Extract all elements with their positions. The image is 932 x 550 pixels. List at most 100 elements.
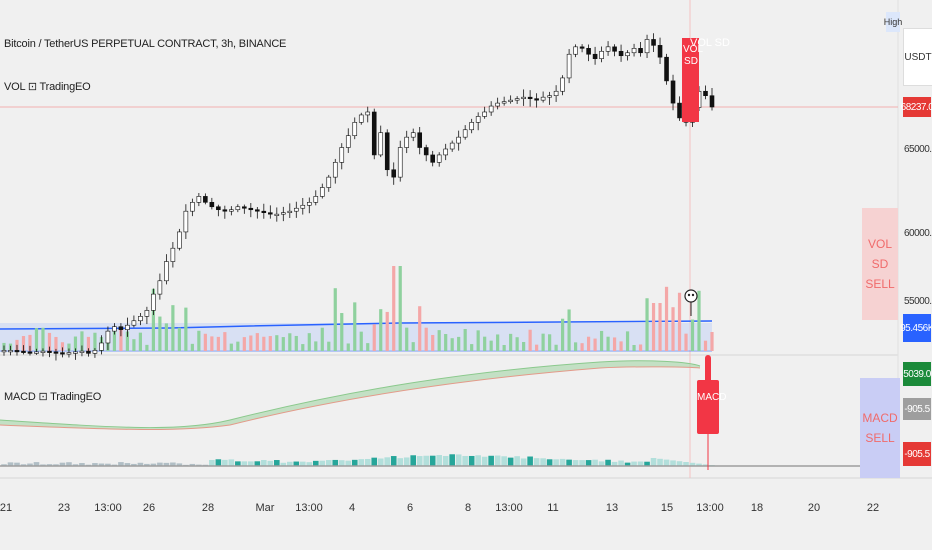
candle-body[interactable] (209, 202, 215, 208)
candle-body[interactable] (540, 96, 546, 101)
candle-body[interactable] (579, 46, 585, 49)
candle-body[interactable] (27, 351, 33, 354)
candle-body[interactable] (144, 310, 150, 317)
currency-label[interactable]: USDT (903, 28, 932, 86)
candle-body[interactable] (475, 116, 481, 123)
candle-body[interactable] (436, 154, 442, 163)
candle-body[interactable] (99, 342, 104, 351)
candle-body[interactable] (605, 46, 611, 52)
candle-body[interactable] (547, 95, 552, 98)
candle-body[interactable] (34, 351, 39, 354)
candle-body[interactable] (73, 351, 78, 354)
candle-body[interactable] (534, 98, 539, 101)
candle-body[interactable] (332, 162, 338, 178)
candle-body[interactable] (170, 247, 176, 262)
candle-body[interactable] (612, 46, 617, 52)
candle-body[interactable] (430, 154, 435, 163)
candle-body[interactable] (482, 111, 487, 117)
candle-body[interactable] (326, 176, 332, 188)
candle-body[interactable] (157, 280, 163, 295)
candle-body[interactable] (222, 209, 228, 212)
candle-body[interactable] (560, 77, 565, 92)
candle-body[interactable] (365, 111, 371, 116)
candle-body[interactable] (300, 204, 306, 209)
candle-body[interactable] (618, 50, 624, 57)
candle-body[interactable] (60, 352, 65, 355)
candle-body[interactable] (371, 111, 377, 156)
candle-body[interactable] (397, 147, 403, 178)
candle-body[interactable] (1, 350, 7, 353)
vol-sd-signal-marker[interactable] (682, 38, 699, 122)
candle-body[interactable] (47, 350, 52, 353)
candle-body[interactable] (306, 202, 312, 206)
candle-body[interactable] (235, 206, 241, 211)
candle-body[interactable] (339, 147, 345, 163)
vol-indicator-label[interactable]: VOL ⊡ TradingEO (4, 81, 91, 93)
candle-body[interactable] (384, 132, 390, 171)
candle-body[interactable] (592, 53, 598, 59)
price-candles[interactable] (1, 33, 715, 361)
macd-sell-marker[interactable] (697, 380, 719, 434)
candle-body[interactable] (599, 50, 604, 59)
candle-body[interactable] (40, 350, 46, 353)
candle-body[interactable] (183, 210, 189, 233)
candle-body[interactable] (229, 209, 234, 212)
candle-body[interactable] (216, 206, 221, 211)
candle-body[interactable] (586, 48, 591, 55)
candle-body[interactable] (190, 202, 195, 212)
candle-body[interactable] (21, 350, 26, 353)
candle-body[interactable] (657, 45, 663, 58)
candle-body[interactable] (164, 261, 169, 282)
candle-body[interactable] (638, 48, 643, 54)
candle-body[interactable] (423, 147, 429, 156)
candle-body[interactable] (274, 213, 280, 216)
candle-body[interactable] (501, 101, 507, 104)
candle-body[interactable] (488, 105, 494, 113)
candle-body[interactable] (268, 212, 273, 215)
candle-body[interactable] (703, 90, 708, 97)
candle-body[interactable] (391, 169, 397, 178)
candle-body[interactable] (125, 324, 130, 330)
candle-body[interactable] (293, 207, 299, 212)
candle-body[interactable] (456, 136, 461, 144)
candle-body[interactable] (313, 196, 319, 203)
candle-body[interactable] (352, 122, 358, 136)
candle-body[interactable] (14, 350, 20, 353)
candle-body[interactable] (651, 39, 656, 46)
candle-body[interactable] (469, 122, 474, 131)
symbol-title[interactable]: Bitcoin / TetherUS PERPETUAL CONTRACT, 3… (4, 38, 287, 50)
candle-body[interactable] (709, 95, 715, 108)
candle-body[interactable] (255, 209, 260, 212)
candle-body[interactable] (319, 187, 325, 197)
candle-body[interactable] (625, 52, 630, 57)
macd-indicator-label[interactable]: MACD ⊡ TradingEO (4, 391, 102, 403)
candle-body[interactable] (261, 210, 267, 213)
candle-body[interactable] (79, 350, 85, 353)
candle-body[interactable] (151, 293, 156, 311)
candle-body[interactable] (138, 316, 143, 322)
candle-body[interactable] (553, 90, 559, 97)
candle-body[interactable] (404, 136, 410, 148)
candle-body[interactable] (378, 132, 384, 156)
candle-body[interactable] (358, 114, 364, 123)
candle-body[interactable] (177, 231, 182, 249)
candle-body[interactable] (281, 212, 286, 215)
candle-body[interactable] (53, 351, 59, 354)
candle-body[interactable] (462, 129, 468, 138)
candle-body[interactable] (345, 135, 351, 148)
candle-body[interactable] (495, 102, 500, 107)
candle-body[interactable] (287, 210, 293, 213)
candle-body[interactable] (664, 56, 669, 82)
candle-body[interactable] (131, 320, 137, 326)
candle-body[interactable] (514, 98, 520, 101)
candle-body[interactable] (449, 142, 455, 150)
candle-body[interactable] (527, 96, 533, 99)
candle-body[interactable] (417, 132, 423, 148)
candle-body[interactable] (410, 132, 416, 138)
candle-body[interactable] (573, 46, 578, 55)
candle-body[interactable] (112, 326, 117, 332)
candle-body[interactable] (644, 39, 650, 54)
candle-body[interactable] (508, 99, 513, 102)
candle-body[interactable] (8, 350, 13, 353)
